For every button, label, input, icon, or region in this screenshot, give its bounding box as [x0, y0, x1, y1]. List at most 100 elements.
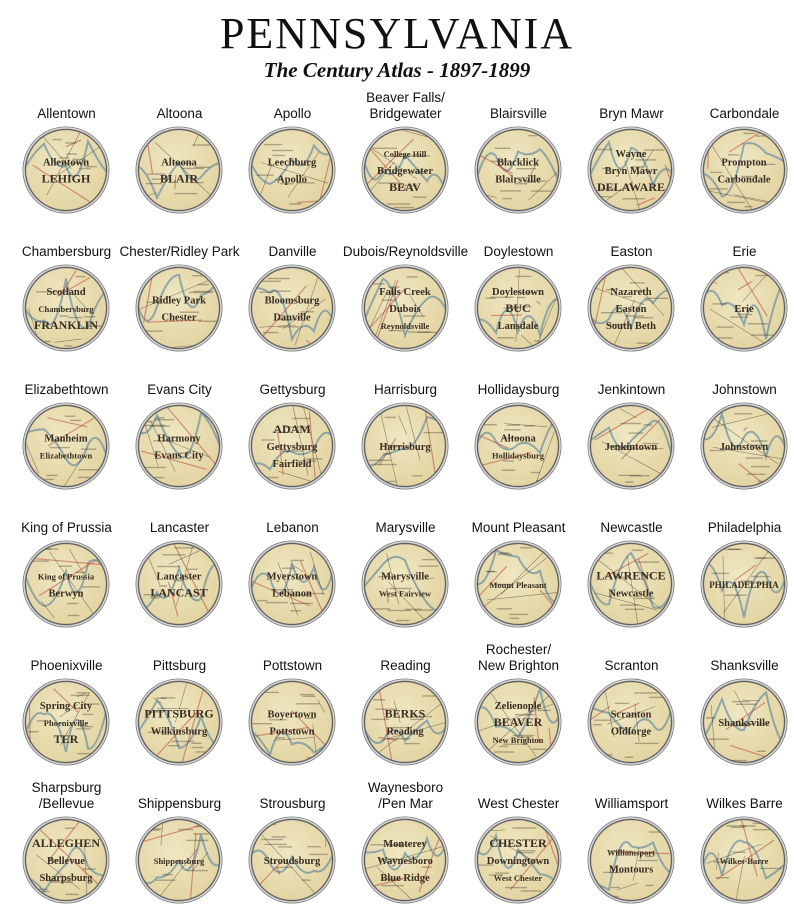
map-disc[interactable]: Falls Creek Dubois Reynoldsville — [361, 264, 449, 352]
map-item[interactable]: Wilkes Barre Wilkes-Barre — [688, 778, 794, 908]
map-item[interactable]: Dubois/Reynoldsville Falls Creek Dubois Rey… — [343, 226, 468, 356]
map-disc[interactable]: Allentown LEHIGH — [22, 126, 110, 214]
map-label: Hollidaysburg — [477, 382, 560, 397]
map-item[interactable]: Evans City Harmony Evans City — [123, 364, 236, 494]
map-item[interactable]: Scranton Scranton Oldforge — [575, 640, 688, 770]
map-item[interactable]: Doylestown Doylestown BUC Lansdale — [462, 226, 575, 356]
map-item[interactable]: Shanksville Shanksville — [688, 640, 794, 770]
map-item[interactable]: Williamsport Williamsport Montours — [575, 778, 688, 908]
map-label: Waynesboro /Pen Mar — [367, 780, 444, 811]
map-disc[interactable]: Williamsport Montours — [587, 816, 675, 904]
map-disc[interactable]: Harmony Evans City — [135, 402, 223, 490]
map-disc[interactable]: Wayne Bryn Mawr DELAWARE — [587, 126, 675, 214]
map-item[interactable]: Elizabethtown Manheim Elizabethtown — [10, 364, 123, 494]
map-disc[interactable]: Prompton Carbondale — [700, 126, 788, 214]
map-label: Beaver Falls/ Bridgewater — [366, 90, 445, 121]
map-item[interactable]: Beaver Falls/ Bridgewater College Hill Bri… — [349, 88, 462, 218]
map-town-label: LANCAST — [150, 586, 207, 600]
map-item[interactable]: Lancaster Lancaster LANCAST — [123, 502, 236, 632]
map-disc[interactable]: ALLEGHEN Bellevue Sharpsburg — [22, 816, 110, 904]
map-disc[interactable]: Scranton Oldforge — [587, 678, 675, 766]
map-town-label: Shippensburg — [154, 856, 205, 866]
map-item[interactable]: Sharpsburg /Bellevue ALLEGHEN Bellevue Shar… — [10, 778, 123, 908]
map-disc[interactable]: Marysville West Fairview — [361, 540, 449, 628]
map-disc[interactable]: Altoona Hollidaysburg — [474, 402, 562, 490]
map-item[interactable]: Waynesboro /Pen Mar Monterey Waynesboro Blu… — [349, 778, 462, 908]
map-disc[interactable]: Spring City Phoenixville TER — [22, 678, 110, 766]
map-disc[interactable]: Wilkes-Barre — [700, 816, 788, 904]
map-item[interactable]: Jenkintown Jenkintown — [575, 364, 688, 494]
map-disc[interactable]: PITTSBURG Wilkinsburg — [135, 678, 223, 766]
map-disc[interactable]: Erie — [700, 264, 788, 352]
map-disc[interactable]: College Hill Bridgewater BEAV — [361, 126, 449, 214]
map-disc[interactable]: CHESTER Downingtown West Chester — [474, 816, 562, 904]
map-disc[interactable]: Jenkintown — [587, 402, 675, 490]
map-disc[interactable]: Altoona BLAIR — [135, 126, 223, 214]
map-item[interactable]: Carbondale Prompton Carbondale — [688, 88, 794, 218]
map-item[interactable]: Phoenixville Spring City Phoenixville TER — [10, 640, 123, 770]
map-item[interactable]: Strousburg Stroudsburg — [236, 778, 349, 908]
map-disc[interactable]: Blacklick Blairsville — [474, 126, 562, 214]
map-item[interactable]: Rochester/ New Brighton Zelienople BEAVER N… — [462, 640, 575, 770]
map-disc[interactable]: Mount Pleasant — [474, 540, 562, 628]
map-disc[interactable]: Harrisburg — [361, 402, 449, 490]
map-item[interactable]: Johnstown Johnstown — [688, 364, 794, 494]
map-disc[interactable]: Manheim Elizabethtown — [22, 402, 110, 490]
map-item[interactable]: Gettysburg ADAM Gettysburg Fairfield — [236, 364, 349, 494]
map-town-label: Hollidaysburg — [492, 451, 545, 461]
map-disc[interactable]: Boyertown Pottstown — [248, 678, 336, 766]
map-item[interactable]: Philadelphia PHILADELPHIA — [688, 502, 794, 632]
map-disc[interactable]: Leechburg Apollo — [248, 126, 336, 214]
map-item[interactable]: Allentown Allentown LEHIGH — [10, 88, 123, 218]
map-item[interactable]: Reading BERKS Reading — [349, 640, 462, 770]
map-disc[interactable]: Shanksville — [700, 678, 788, 766]
map-disc[interactable]: Monterey Waynesboro Blue Ridge — [361, 816, 449, 904]
map-item[interactable]: Bryn Mawr Wayne Bryn Mawr DELAWARE — [575, 88, 688, 218]
map-town-label: Reading — [386, 727, 424, 738]
map-item[interactable]: Blairsville Blacklick Blairsville — [462, 88, 575, 218]
map-disc[interactable]: BERKS Reading — [361, 678, 449, 766]
map-item[interactable]: Mount Pleasant Mount Pleasant — [462, 502, 575, 632]
page-title: PENNSYLVANIA — [219, 9, 575, 58]
map-disc[interactable]: Myerstown Lebanon — [248, 540, 336, 628]
map-item[interactable]: Pottstown Boyertown Pottstown — [236, 640, 349, 770]
map-disc[interactable]: Doylestown BUC Lansdale — [474, 264, 562, 352]
map-item[interactable]: Lebanon Myerstown Lebanon — [236, 502, 349, 632]
map-label: Apollo — [273, 106, 312, 121]
map-disc[interactable]: Ridley Park Chester — [135, 264, 223, 352]
map-town-label: Boyertown — [268, 710, 317, 721]
map-item[interactable]: Easton Nazareth Easton South Beth — [575, 226, 688, 356]
map-disc[interactable]: PHILADELPHIA — [700, 540, 788, 628]
map-item[interactable]: Shippensburg Shippensburg — [123, 778, 236, 908]
map-town-label: Monterey — [383, 839, 427, 850]
map-item[interactable]: Harrisburg Harrisburg — [349, 364, 462, 494]
map-item[interactable]: Newcastle LAWRENCE Newcastle — [575, 502, 688, 632]
map-disc[interactable]: Bloomsburg Danville — [248, 264, 336, 352]
map-disc[interactable]: ADAM Gettysburg Fairfield — [248, 402, 336, 490]
map-item[interactable]: Altoona Altoona BLAIR — [123, 88, 236, 218]
map-town-label: Altoona — [161, 158, 197, 169]
map-label: Mount Pleasant — [471, 520, 566, 535]
map-disc[interactable]: King of Prussia Berwyn — [22, 540, 110, 628]
map-disc[interactable]: Nazareth Easton South Beth — [587, 264, 675, 352]
map-disc[interactable]: Zelienople BEAVER New Brighton — [474, 678, 562, 766]
map-item[interactable]: Chester/Ridley Park Ridley Park Chester — [119, 226, 240, 356]
map-item[interactable]: Danville Bloomsburg Danville — [236, 226, 349, 356]
map-item[interactable]: Hollidaysburg Altoona Hollidaysburg — [462, 364, 575, 494]
map-disc[interactable]: Lancaster LANCAST — [135, 540, 223, 628]
map-disc[interactable]: LAWRENCE Newcastle — [587, 540, 675, 628]
map-item[interactable]: Marysville Marysville West Fairview — [349, 502, 462, 632]
map-disc[interactable]: Scotland Chambersburg FRANKLIN — [22, 264, 110, 352]
map-disc[interactable]: Johnstown — [700, 402, 788, 490]
map-item[interactable]: West Chester CHESTER Downingtown West Chest… — [462, 778, 575, 908]
map-item[interactable]: Chambersburg Scotland Chambersburg FRANKLIN — [10, 226, 123, 356]
map-town-label: Leechburg — [268, 158, 317, 169]
map-town-label: Mount Pleasant — [489, 580, 547, 590]
map-item[interactable]: Pittsburg PITTSBURG Wilkinsburg — [123, 640, 236, 770]
map-town-label: New Brighton — [493, 735, 544, 745]
map-item[interactable]: Erie Erie — [688, 226, 794, 356]
map-item[interactable]: Apollo Leechburg Apollo — [236, 88, 349, 218]
map-item[interactable]: King of Prussia King of Prussia Berwyn — [10, 502, 123, 632]
map-disc[interactable]: Stroudsburg — [248, 816, 336, 904]
map-disc[interactable]: Shippensburg — [135, 816, 223, 904]
